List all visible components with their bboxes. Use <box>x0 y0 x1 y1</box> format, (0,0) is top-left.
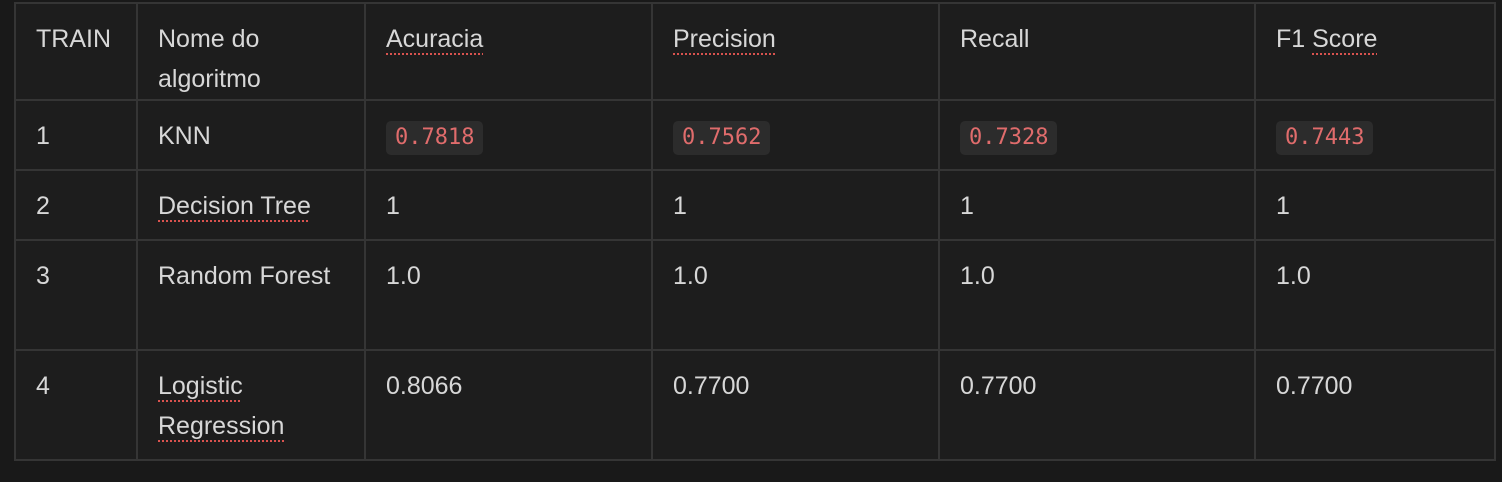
header-acuracia-label: Acuracia <box>386 25 484 53</box>
cell-algorithm-name[interactable]: Random Forest <box>136 239 366 351</box>
table-row: 3 Random Forest 1.0 1.0 1.0 1.0 <box>14 239 1496 351</box>
cell-algorithm-name[interactable]: KNN <box>136 99 366 171</box>
header-train[interactable]: TRAIN <box>14 2 138 101</box>
cell-precision[interactable]: 1.0 <box>651 239 940 351</box>
cell-train[interactable]: 1 <box>14 99 138 171</box>
cell-recall[interactable]: 1 <box>938 169 1256 241</box>
header-recall[interactable]: Recall <box>938 2 1256 101</box>
cell-precision[interactable]: 0.7700 <box>651 349 940 461</box>
cell-f1-score[interactable]: 0.7700 <box>1254 349 1496 461</box>
results-table-container: TRAIN Nome do algoritmo Acuracia Precisi… <box>14 2 1496 461</box>
cell-train[interactable]: 2 <box>14 169 138 241</box>
cell-acuracia[interactable]: 0.8066 <box>364 349 653 461</box>
cell-acuracia[interactable]: 1 <box>364 169 653 241</box>
table-row: 2 Decision Tree 1 1 1 1 <box>14 169 1496 241</box>
table-row: 4 Logistic Regression 0.8066 0.7700 0.77… <box>14 349 1496 461</box>
cell-recall[interactable]: 0.7700 <box>938 349 1256 461</box>
cell-precision[interactable]: 0.7562 <box>651 99 940 171</box>
cell-acuracia[interactable]: 0.7818 <box>364 99 653 171</box>
header-precision-label: Precision <box>673 25 776 53</box>
inline-code-value: 0.7328 <box>960 121 1058 155</box>
cell-recall[interactable]: 0.7328 <box>938 99 1256 171</box>
header-algorithm-name[interactable]: Nome do algoritmo <box>136 2 366 101</box>
header-f1-label: F1 Score <box>1276 25 1378 53</box>
cell-algorithm-name[interactable]: Decision Tree <box>136 169 366 241</box>
inline-code-value: 0.7818 <box>386 121 484 155</box>
algorithm-name-text: Logistic Regression <box>158 372 285 440</box>
cell-f1-score[interactable]: 0.7443 <box>1254 99 1496 171</box>
metrics-table: TRAIN Nome do algoritmo Acuracia Precisi… <box>14 2 1496 461</box>
header-acuracia[interactable]: Acuracia <box>364 2 653 101</box>
cell-train[interactable]: 3 <box>14 239 138 351</box>
cell-acuracia[interactable]: 1.0 <box>364 239 653 351</box>
cell-f1-score[interactable]: 1 <box>1254 169 1496 241</box>
table-row: 1 KNN 0.7818 0.7562 0.7328 0.7443 <box>14 99 1496 171</box>
cell-train[interactable]: 4 <box>14 349 138 461</box>
header-precision[interactable]: Precision <box>651 2 940 101</box>
inline-code-value: 0.7562 <box>673 121 771 155</box>
cell-precision[interactable]: 1 <box>651 169 940 241</box>
algorithm-name-text: Decision Tree <box>158 192 311 220</box>
cell-recall[interactable]: 1.0 <box>938 239 1256 351</box>
header-f1-score[interactable]: F1 Score <box>1254 2 1496 101</box>
cell-algorithm-name[interactable]: Logistic Regression <box>136 349 366 461</box>
cell-f1-score[interactable]: 1.0 <box>1254 239 1496 351</box>
table-header-row: TRAIN Nome do algoritmo Acuracia Precisi… <box>14 2 1496 101</box>
inline-code-value: 0.7443 <box>1276 121 1374 155</box>
